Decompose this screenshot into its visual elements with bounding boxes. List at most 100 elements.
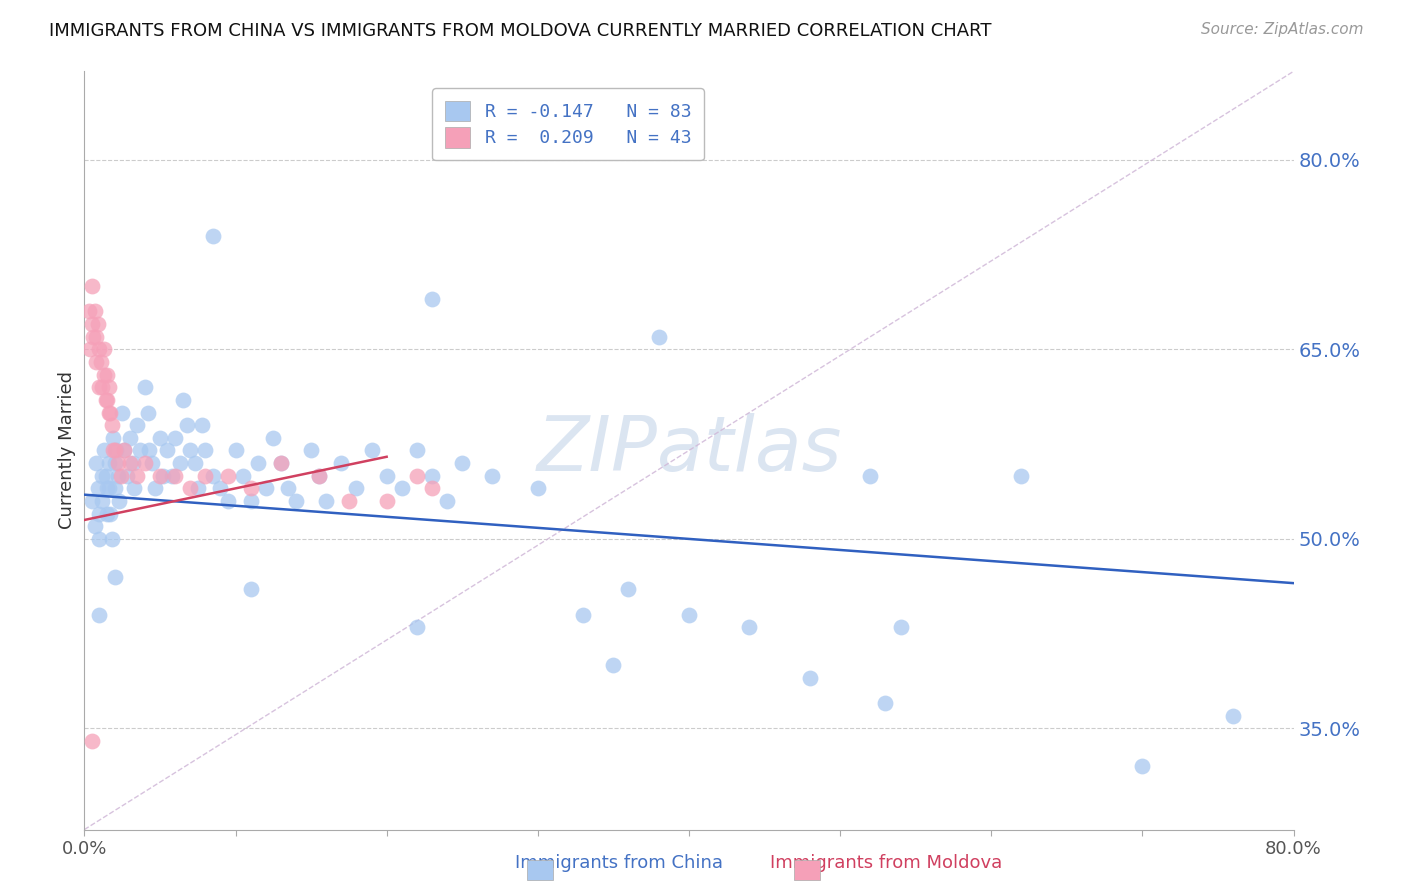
Point bbox=[138, 443, 160, 458]
Point bbox=[391, 482, 413, 496]
Point bbox=[239, 494, 262, 508]
Point bbox=[799, 671, 821, 685]
Point bbox=[80, 734, 103, 748]
Point bbox=[121, 456, 143, 470]
Point bbox=[107, 468, 129, 483]
Point bbox=[86, 456, 108, 470]
Point bbox=[129, 443, 152, 458]
Point bbox=[201, 228, 224, 243]
Point bbox=[169, 456, 191, 470]
Point bbox=[127, 418, 149, 433]
Point bbox=[80, 317, 103, 331]
Point bbox=[201, 468, 224, 483]
Point bbox=[97, 482, 120, 496]
Point bbox=[481, 468, 503, 483]
Point bbox=[179, 482, 201, 496]
Point bbox=[420, 292, 443, 306]
Point bbox=[118, 431, 141, 445]
Point bbox=[122, 482, 145, 496]
Point bbox=[527, 482, 550, 496]
Point bbox=[91, 380, 114, 394]
Point bbox=[330, 456, 353, 470]
Point bbox=[270, 456, 292, 470]
Point bbox=[859, 468, 882, 483]
Point bbox=[127, 468, 149, 483]
Point bbox=[97, 456, 120, 470]
Point bbox=[110, 468, 132, 483]
Point bbox=[262, 431, 284, 445]
Point bbox=[375, 468, 398, 483]
Point bbox=[149, 468, 172, 483]
Point bbox=[149, 431, 172, 445]
Point bbox=[420, 482, 443, 496]
Point bbox=[308, 468, 330, 483]
Point bbox=[141, 456, 163, 470]
Point bbox=[108, 494, 131, 508]
Point bbox=[104, 456, 127, 470]
Point bbox=[308, 468, 330, 483]
Point bbox=[191, 418, 214, 433]
Point bbox=[96, 507, 118, 521]
Point bbox=[738, 620, 761, 634]
Point bbox=[678, 607, 700, 622]
Point bbox=[104, 570, 127, 584]
Point bbox=[451, 456, 474, 470]
Point bbox=[118, 456, 141, 470]
Point bbox=[87, 317, 110, 331]
Point bbox=[209, 482, 232, 496]
Point bbox=[299, 443, 322, 458]
Point bbox=[104, 482, 127, 496]
Point bbox=[572, 607, 595, 622]
Point bbox=[232, 468, 254, 483]
Point bbox=[94, 468, 117, 483]
Point bbox=[91, 468, 114, 483]
Point bbox=[183, 456, 205, 470]
Point bbox=[254, 482, 277, 496]
Point bbox=[156, 443, 179, 458]
Point bbox=[406, 468, 429, 483]
Point bbox=[285, 494, 308, 508]
Point bbox=[96, 368, 118, 382]
Point bbox=[91, 494, 114, 508]
Point bbox=[80, 494, 103, 508]
Point bbox=[136, 406, 159, 420]
Point bbox=[890, 620, 912, 634]
Point bbox=[96, 482, 118, 496]
Point bbox=[107, 456, 129, 470]
Text: ZIPatlas: ZIPatlas bbox=[536, 414, 842, 487]
Point bbox=[89, 532, 111, 546]
Point bbox=[152, 468, 174, 483]
Point bbox=[80, 279, 103, 293]
Point bbox=[111, 406, 134, 420]
Point bbox=[93, 368, 115, 382]
Point bbox=[84, 304, 107, 318]
Point bbox=[194, 468, 217, 483]
Point bbox=[82, 330, 104, 344]
Point bbox=[86, 330, 108, 344]
Point bbox=[179, 443, 201, 458]
Point bbox=[346, 482, 368, 496]
Point bbox=[239, 582, 262, 597]
Point bbox=[617, 582, 640, 597]
Point bbox=[420, 468, 443, 483]
Point bbox=[134, 380, 156, 394]
Point bbox=[165, 431, 187, 445]
Point bbox=[187, 482, 209, 496]
Point bbox=[100, 418, 122, 433]
Point bbox=[112, 443, 135, 458]
Point bbox=[277, 482, 299, 496]
Point bbox=[217, 494, 239, 508]
Point bbox=[194, 443, 217, 458]
Point bbox=[239, 482, 262, 496]
Point bbox=[89, 507, 111, 521]
Point bbox=[104, 443, 127, 458]
Point bbox=[406, 443, 429, 458]
Point bbox=[134, 456, 156, 470]
Point bbox=[105, 443, 128, 458]
Point bbox=[98, 507, 121, 521]
Point bbox=[90, 355, 112, 369]
Point bbox=[89, 607, 111, 622]
Point bbox=[93, 343, 115, 357]
Point bbox=[172, 392, 194, 407]
Point bbox=[145, 482, 167, 496]
